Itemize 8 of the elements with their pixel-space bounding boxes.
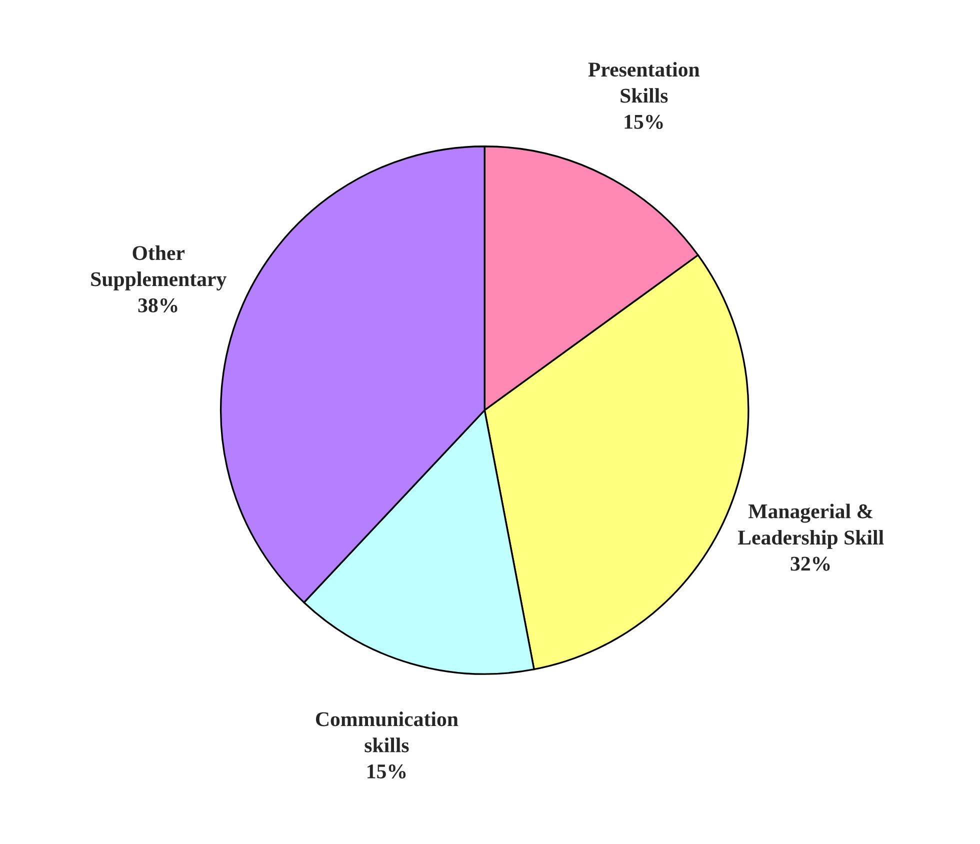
- slice-label: Communication skills: [316, 712, 458, 752]
- slice-label: Presentation Skills: [588, 62, 700, 103]
- slice-label: Managerial & Leadership Skill: [738, 504, 884, 549]
- data-label: 15%: [368, 764, 406, 779]
- data-label: 32%: [790, 556, 830, 571]
- data-label: 15%: [624, 114, 663, 129]
- slice-label: Other Supplementary: [91, 245, 226, 290]
- data-label: 38%: [138, 298, 178, 312]
